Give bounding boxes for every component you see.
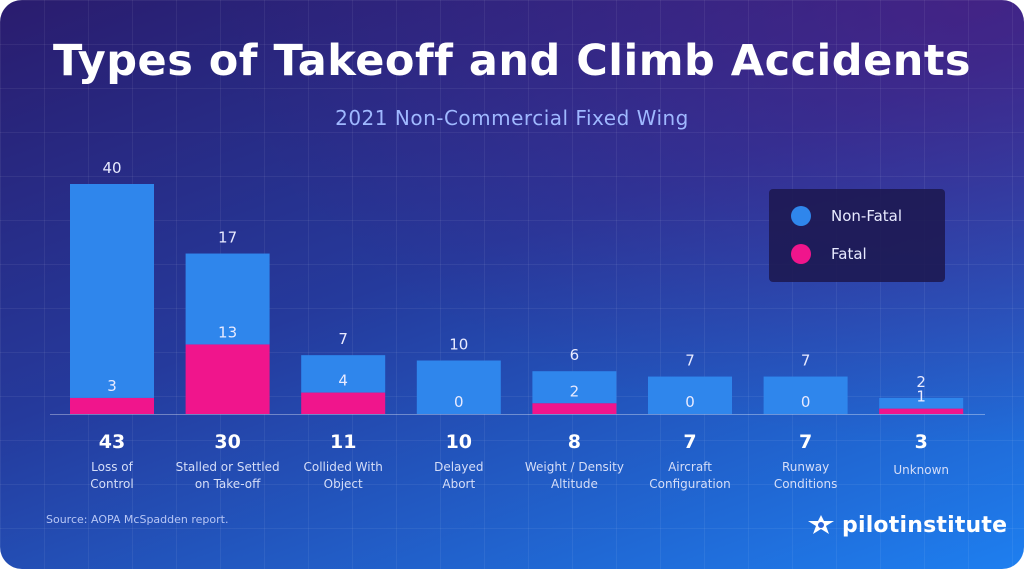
bar-fatal-7 xyxy=(879,408,964,414)
legend-swatch-fatal xyxy=(791,244,811,264)
category-label-4-1: Altitude xyxy=(551,477,598,491)
label-fatal-5: 0 xyxy=(685,393,695,411)
category-label-4-0: Weight / Density xyxy=(525,460,624,474)
label-non-fatal-3: 10 xyxy=(449,336,468,354)
legend-item-non-fatal: Non-Fatal xyxy=(791,206,902,226)
bar-fatal-2 xyxy=(301,392,386,414)
category-label-2-0: Collided With xyxy=(303,460,382,474)
bar-non-fatal-3 xyxy=(416,360,501,414)
bar-non-fatal-2 xyxy=(301,355,386,393)
bar-non-fatal-0 xyxy=(70,184,154,398)
legend-label-fatal: Fatal xyxy=(831,245,867,263)
bar-fatal-1 xyxy=(185,344,270,414)
source-note: Source: AOPA McSpadden report. xyxy=(46,513,229,526)
brand-name: pilotinstitute xyxy=(842,512,1008,538)
label-fatal-3: 0 xyxy=(454,393,464,411)
chart-title: Types of Takeoff and Climb Accidents xyxy=(53,36,971,86)
category-label-6-1: Conditions xyxy=(774,477,838,491)
total-label-0: 43 xyxy=(99,431,125,453)
label-fatal-4: 2 xyxy=(570,382,580,400)
bar-non-fatal-7 xyxy=(879,397,964,409)
label-non-fatal-5: 7 xyxy=(685,352,695,370)
label-fatal-7: 1 xyxy=(916,388,926,406)
legend-item-fatal: Fatal xyxy=(791,244,867,264)
total-label-1: 30 xyxy=(214,431,240,453)
category-label-3-0: Delayed xyxy=(434,460,483,474)
brand-logo: pilotinstitute xyxy=(806,512,1007,538)
pilot-wings-icon xyxy=(808,515,834,534)
bar-fatal-0 xyxy=(70,397,154,414)
category-label-5-1: Configuration xyxy=(649,477,730,491)
legend: Non-Fatal Fatal xyxy=(769,189,945,282)
chart-subtitle: 2021 Non-Commercial Fixed Wing xyxy=(335,106,689,130)
bar-non-fatal-5 xyxy=(648,376,732,414)
label-fatal-2: 4 xyxy=(338,372,348,390)
total-label-3: 10 xyxy=(446,431,472,453)
total-label-2: 11 xyxy=(330,431,356,453)
total-label-6: 7 xyxy=(799,431,812,453)
legend-label-non-fatal: Non-Fatal xyxy=(831,207,903,225)
category-label-0-0: Loss of xyxy=(91,460,133,474)
legend-swatch-non-fatal xyxy=(791,206,811,226)
total-label-7: 3 xyxy=(915,431,928,453)
total-label-5: 7 xyxy=(683,431,696,453)
category-label-0-1: Control xyxy=(90,477,133,491)
bar-non-fatal-1 xyxy=(185,253,270,345)
category-label-6-0: Runway xyxy=(782,460,829,474)
label-fatal-6: 0 xyxy=(801,393,811,411)
label-fatal-1: 13 xyxy=(218,323,237,341)
category-label-5-0: Aircraft xyxy=(668,460,712,474)
bar-non-fatal-6 xyxy=(763,376,848,414)
category-label-1-0: Stalled or Settled xyxy=(176,460,280,474)
category-label-3-1: Abort xyxy=(442,477,475,491)
category-label-7-0: Unknown xyxy=(893,463,949,477)
label-fatal-0: 3 xyxy=(107,377,117,395)
bar-non-fatal-4 xyxy=(532,371,617,404)
total-label-4: 8 xyxy=(568,431,581,453)
label-non-fatal-6: 7 xyxy=(801,352,811,370)
label-non-fatal-2: 7 xyxy=(338,330,348,348)
label-non-fatal-4: 6 xyxy=(570,346,580,364)
category-label-2-1: Object xyxy=(324,477,363,491)
category-label-1-1: on Take-off xyxy=(195,477,261,491)
label-non-fatal-0: 40 xyxy=(102,159,121,177)
bar-fatal-4 xyxy=(532,403,617,414)
label-non-fatal-1: 17 xyxy=(218,229,237,247)
label-non-fatal-7: 2 xyxy=(916,373,926,391)
